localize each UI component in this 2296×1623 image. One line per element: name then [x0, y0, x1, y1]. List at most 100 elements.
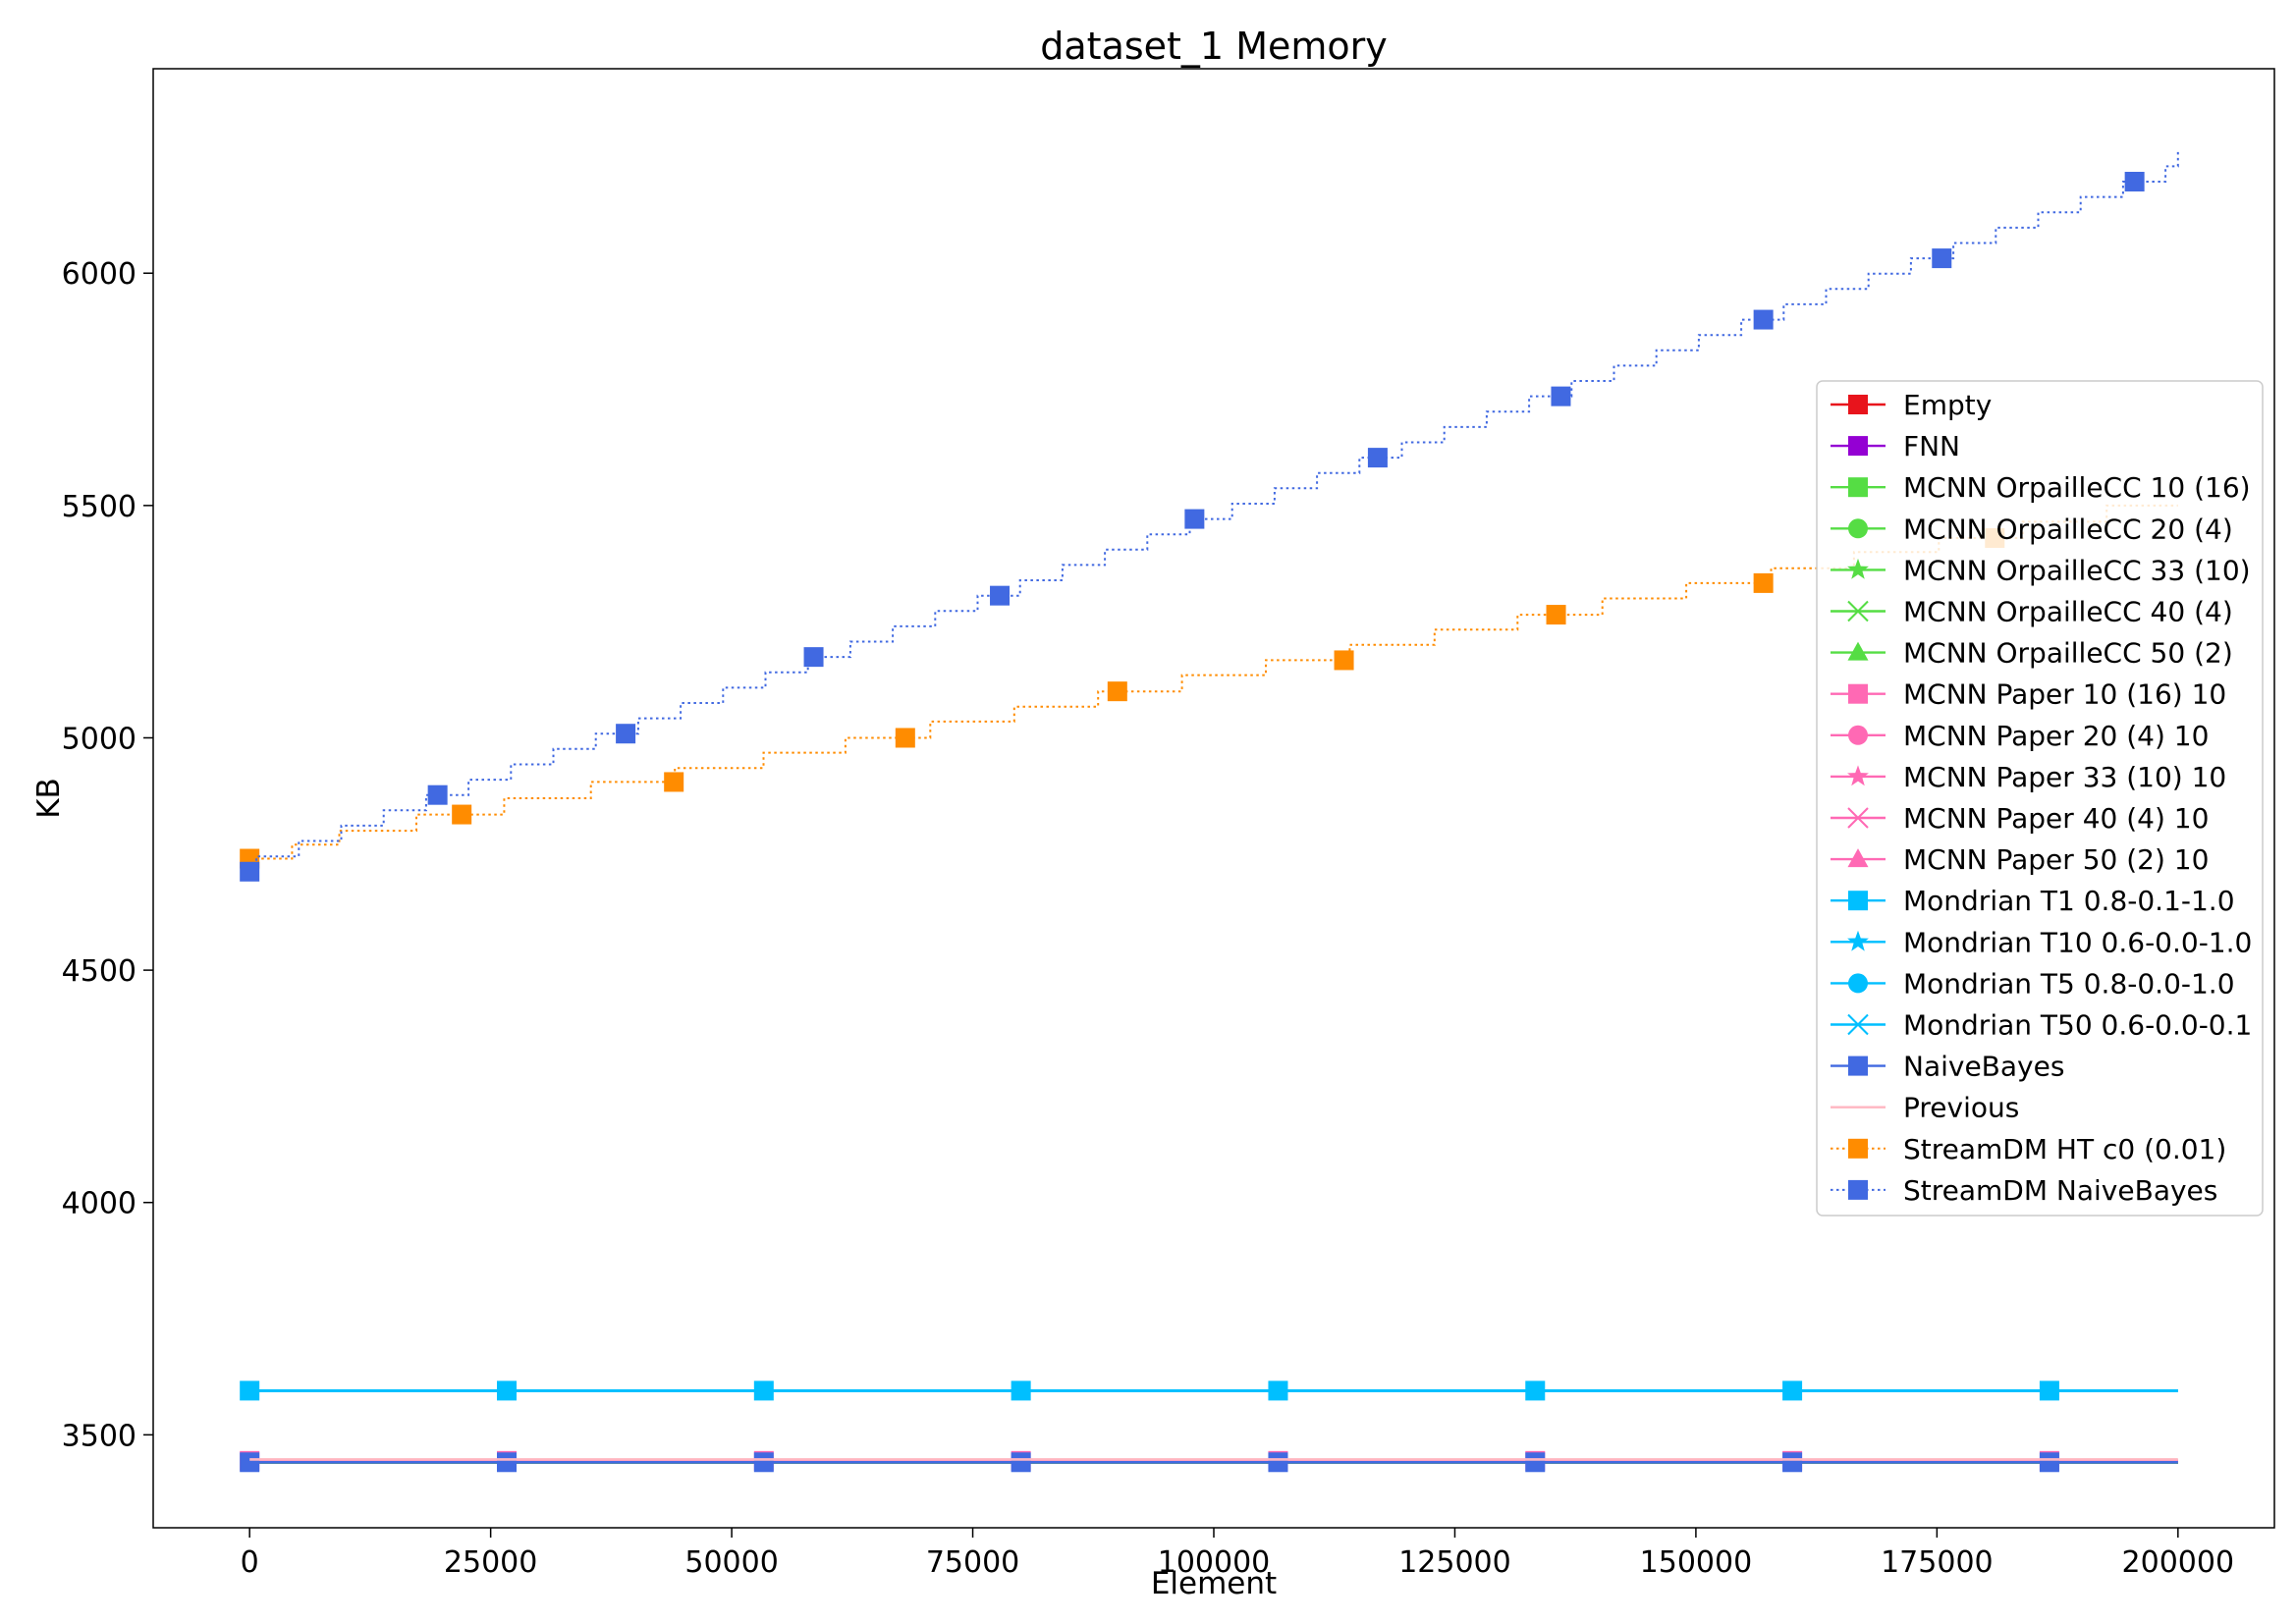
- series-point-streamdm-naivebayes-0: [240, 861, 260, 882]
- legend-item-mcnn-orpaillecc-10-16: MCNN OrpailleCC 10 (16): [1831, 471, 2251, 504]
- x-tick-label-2: 50000: [684, 1545, 778, 1580]
- legend: Empty FNN MCNN OrpailleCC 10 (16) MCNN Orpa…: [1816, 380, 2264, 1217]
- series-point-streamdm-ht-c0-0-01-1: [452, 804, 472, 825]
- legend-marker-mondrian-t1-0-8-0-1-1-0: [1848, 891, 1868, 911]
- legend-label-previous: Previous: [1903, 1092, 2019, 1124]
- y-tick-label-5: 6000: [62, 257, 137, 292]
- legend-marker-mcnn-orpaillecc-40-4: [1847, 600, 1869, 622]
- legend-marker-mcnn-paper-10-16-10: [1848, 683, 1868, 704]
- legend-label-mcnn-orpaillecc-40-4: MCNN OrpailleCC 40 (4): [1903, 596, 2233, 628]
- series-point-streamdm-naivebayes-10: [2124, 171, 2145, 191]
- chart-title: dataset_1 Memory: [1040, 25, 1387, 68]
- series-point-streamdm-ht-c0-0-01-4: [1107, 681, 1127, 702]
- legend-item-mcnn-paper-33-10-10: MCNN Paper 33 (10) 10: [1831, 761, 2226, 793]
- y-axis: 3500 4000 4500 5000 5500 6000: [62, 257, 153, 1453]
- series-point-naivebayes-3: [1011, 1452, 1031, 1473]
- x-tick-label-0: 0: [241, 1545, 259, 1580]
- legend-label-mondrian-t1-0-8-0-1-1-0: Mondrian T1 0.8-0.1-1.0: [1903, 885, 2235, 917]
- legend-marker-fnn: [1848, 436, 1868, 457]
- legend-label-fnn: FNN: [1903, 430, 1960, 462]
- legend-item-streamdm-naivebayes: StreamDM NaiveBayes: [1831, 1174, 2217, 1207]
- legend-item-fnn: FNN: [1831, 430, 1960, 462]
- legend-label-mcnn-paper-10-16-10: MCNN Paper 10 (16) 10: [1903, 678, 2226, 711]
- series-point-streamdm-naivebayes-5: [1184, 509, 1205, 529]
- legend-marker-mcnn-orpaillecc-50-2: [1847, 641, 1869, 661]
- legend-item-mcnn-paper-50-2-10: MCNN Paper 50 (2) 10: [1831, 843, 2209, 876]
- legend-marker-mcnn-paper-50-2-10: [1847, 848, 1869, 868]
- series-point-mondrian-t1-0-8-0-1-1-0-0: [240, 1380, 260, 1401]
- series-point-streamdm-naivebayes-8: [1753, 309, 1774, 330]
- series-point-naivebayes-4: [1268, 1452, 1288, 1473]
- legend-marker-empty: [1848, 395, 1868, 414]
- legend-item-previous: Previous: [1831, 1092, 2019, 1124]
- legend-marker-mondrian-t50-0-6-0-0-0-1-stroke-b: [1847, 1013, 1869, 1036]
- legend-item-mondrian-t1-0-8-0-1-1-0: Mondrian T1 0.8-0.1-1.0: [1831, 885, 2235, 917]
- legend-label-streamdm-naivebayes: StreamDM NaiveBayes: [1903, 1174, 2217, 1207]
- series-point-naivebayes-6: [1782, 1452, 1803, 1473]
- legend-marker-streamdm-naivebayes: [1848, 1179, 1868, 1200]
- series-point-streamdm-naivebayes-2: [616, 724, 636, 744]
- series-point-streamdm-ht-c0-0-01-2: [664, 772, 684, 792]
- x-axis-title: Element: [1151, 1566, 1277, 1601]
- y-axis-title: KB: [31, 778, 67, 819]
- legend-label-mcnn-orpaillecc-33-10: MCNN OrpailleCC 33 (10): [1903, 554, 2251, 586]
- series-point-naivebayes-2: [753, 1452, 774, 1473]
- series-point-streamdm-naivebayes-1: [427, 784, 448, 805]
- legend-marker-mcnn-paper-20-4-10: [1848, 725, 1868, 745]
- legend-marker-mcnn-orpaillecc-33-10: [1847, 558, 1869, 579]
- series-point-naivebayes-1: [497, 1452, 518, 1473]
- legend-marker-mondrian-t10-0-6-0-0-1-0: [1847, 930, 1869, 951]
- legend-item-mcnn-orpaillecc-33-10: MCNN OrpailleCC 33 (10): [1831, 554, 2251, 586]
- series-point-streamdm-naivebayes-7: [1551, 386, 1571, 406]
- series-point-naivebayes-5: [1525, 1452, 1546, 1473]
- plot-area: [240, 150, 2179, 1473]
- legend-box: [1816, 380, 2264, 1217]
- x-tick-label-6: 150000: [1640, 1545, 1753, 1580]
- series-point-streamdm-ht-c0-0-01-3: [895, 728, 915, 748]
- legend-marker-mcnn-paper-40-4-10: [1847, 807, 1869, 829]
- legend-label-empty: Empty: [1903, 389, 1992, 421]
- series-streamdm-naivebayes: [240, 150, 2179, 882]
- legend-marker-mcnn-paper-40-4-10-stroke-b: [1847, 807, 1869, 829]
- legend-label-mcnn-paper-20-4-10: MCNN Paper 20 (4) 10: [1903, 720, 2209, 752]
- legend-item-mcnn-paper-10-16-10: MCNN Paper 10 (16) 10: [1831, 678, 2226, 711]
- legend-item-mcnn-orpaillecc-50-2: MCNN OrpailleCC 50 (2): [1831, 637, 2233, 670]
- legend-item-mcnn-orpaillecc-40-4: MCNN OrpailleCC 40 (4): [1831, 596, 2233, 628]
- y-tick-label-4: 5500: [62, 490, 137, 524]
- y-tick-label-1: 4000: [62, 1187, 137, 1221]
- legend-item-streamdm-ht-c0-0-01: StreamDM HT c0 (0.01): [1831, 1133, 2226, 1165]
- x-tick-label-8: 200000: [2122, 1545, 2235, 1580]
- legend-marker-streamdm-ht-c0-0-01: [1848, 1138, 1868, 1159]
- legend-label-mondrian-t50-0-6-0-0-0-1: Mondrian T50 0.6-0.0-0.1: [1903, 1009, 2252, 1042]
- series-point-naivebayes-0: [240, 1452, 260, 1473]
- legend-marker-mcnn-orpaillecc-10-16: [1848, 477, 1868, 498]
- legend-marker-mcnn-orpaillecc-40-4-stroke-b: [1847, 600, 1869, 622]
- series-point-streamdm-ht-c0-0-01-6: [1546, 605, 1566, 625]
- legend-label-mondrian-t10-0-6-0-0-1-0: Mondrian T10 0.6-0.0-1.0: [1903, 926, 2252, 958]
- legend-item-mondrian-t50-0-6-0-0-0-1: Mondrian T50 0.6-0.0-0.1: [1831, 1009, 2252, 1042]
- series-point-streamdm-naivebayes-3: [803, 647, 824, 668]
- series-point-streamdm-naivebayes-6: [1367, 448, 1388, 468]
- legend-marker-mcnn-paper-33-10-10: [1847, 765, 1869, 786]
- y-tick-label-3: 5000: [62, 722, 137, 756]
- legend-label-mcnn-orpaillecc-20-4: MCNN OrpailleCC 20 (4): [1903, 513, 2233, 545]
- legend-item-naivebayes: NaiveBayes: [1831, 1051, 2064, 1083]
- legend-item-mcnn-paper-20-4-10: MCNN Paper 20 (4) 10: [1831, 720, 2209, 752]
- legend-marker-naivebayes: [1848, 1055, 1868, 1076]
- legend-item-mcnn-paper-40-4-10: MCNN Paper 40 (4) 10: [1831, 802, 2209, 835]
- legend-item-mondrian-t10-0-6-0-0-1-0: Mondrian T10 0.6-0.0-1.0: [1831, 926, 2252, 958]
- legend-marker-mcnn-orpaillecc-20-4: [1848, 518, 1868, 539]
- x-tick-label-7: 175000: [1881, 1545, 1994, 1580]
- series-point-streamdm-naivebayes-9: [1932, 248, 1952, 269]
- legend-label-mcnn-paper-50-2-10: MCNN Paper 50 (2) 10: [1903, 843, 2209, 876]
- x-tick-label-3: 75000: [926, 1545, 1019, 1580]
- legend-marker-mondrian-t50-0-6-0-0-0-1: [1847, 1013, 1869, 1036]
- legend-label-mcnn-orpaillecc-50-2: MCNN OrpailleCC 50 (2): [1903, 637, 2233, 670]
- legend-label-mcnn-paper-33-10-10: MCNN Paper 33 (10) 10: [1903, 761, 2226, 793]
- legend-label-streamdm-ht-c0-0-01: StreamDM HT c0 (0.01): [1903, 1133, 2226, 1165]
- legend-label-mcnn-paper-40-4-10: MCNN Paper 40 (4) 10: [1903, 802, 2209, 835]
- legend-marker-mondrian-t5-0-8-0-0-1-0: [1848, 973, 1868, 994]
- x-tick-label-4: 100000: [1158, 1545, 1271, 1580]
- x-tick-label-1: 25000: [444, 1545, 537, 1580]
